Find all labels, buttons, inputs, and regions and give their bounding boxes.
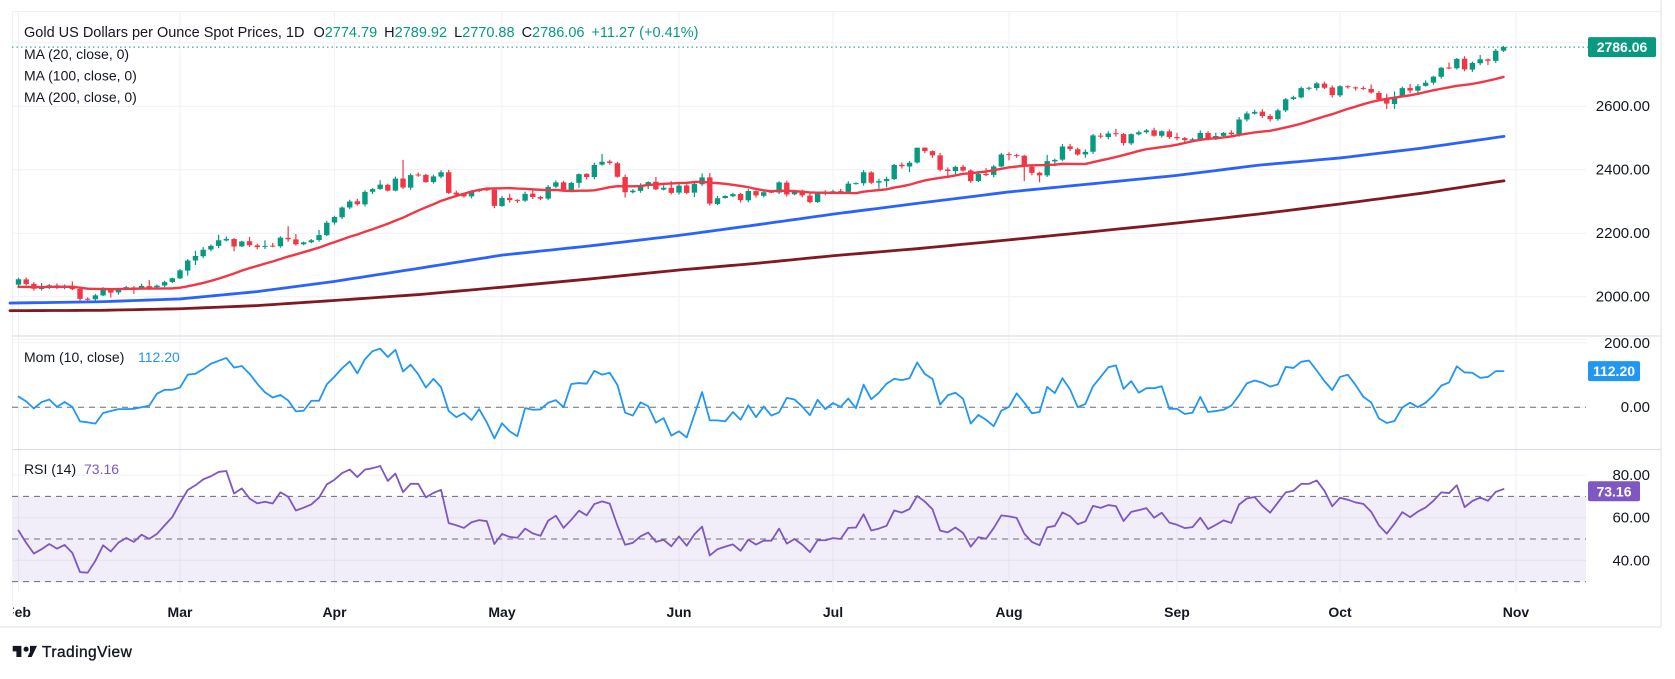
svg-text:MA (200, close, 0): MA (200, close, 0) xyxy=(24,89,137,105)
svg-text:2400.00: 2400.00 xyxy=(1596,162,1650,179)
svg-text:Aug: Aug xyxy=(995,604,1022,620)
svg-text:TradingView: TradingView xyxy=(42,644,133,661)
svg-text:60.00: 60.00 xyxy=(1612,510,1650,527)
svg-text:2200.00: 2200.00 xyxy=(1596,225,1650,242)
svg-text:200.00: 200.00 xyxy=(1604,335,1650,352)
svg-text:112.20: 112.20 xyxy=(1593,363,1635,379)
svg-text:40.00: 40.00 xyxy=(1612,552,1650,569)
svg-text:MA (20, close, 0): MA (20, close, 0) xyxy=(24,46,129,62)
svg-text:80.00: 80.00 xyxy=(1612,467,1650,484)
svg-text:73.16: 73.16 xyxy=(1596,483,1631,499)
svg-text:112.20: 112.20 xyxy=(138,349,180,365)
svg-text:MA (100, close, 0): MA (100, close, 0) xyxy=(24,68,137,84)
svg-text:2786.06: 2786.06 xyxy=(1597,39,1648,55)
svg-text:Oct: Oct xyxy=(1328,604,1352,620)
svg-text:Gold US Dollars per Ounce Spot: Gold US Dollars per Ounce Spot Prices, 1… xyxy=(24,25,698,41)
svg-text:Sep: Sep xyxy=(1164,604,1190,620)
svg-text:Mom (10, close): Mom (10, close) xyxy=(24,349,124,365)
svg-text:Jun: Jun xyxy=(667,604,692,620)
svg-text:73.16: 73.16 xyxy=(84,461,119,477)
svg-text:0.00: 0.00 xyxy=(1621,399,1650,416)
svg-text:2000.00: 2000.00 xyxy=(1596,289,1650,306)
svg-text:RSI (14): RSI (14) xyxy=(24,461,76,477)
svg-text:Nov: Nov xyxy=(1503,604,1530,620)
svg-text:Mar: Mar xyxy=(168,604,193,620)
svg-text:2600.00: 2600.00 xyxy=(1596,98,1650,115)
svg-text:Apr: Apr xyxy=(322,604,347,620)
svg-text:Jul: Jul xyxy=(823,604,843,620)
svg-text:May: May xyxy=(488,604,515,620)
svg-text:Feb: Feb xyxy=(6,604,31,620)
